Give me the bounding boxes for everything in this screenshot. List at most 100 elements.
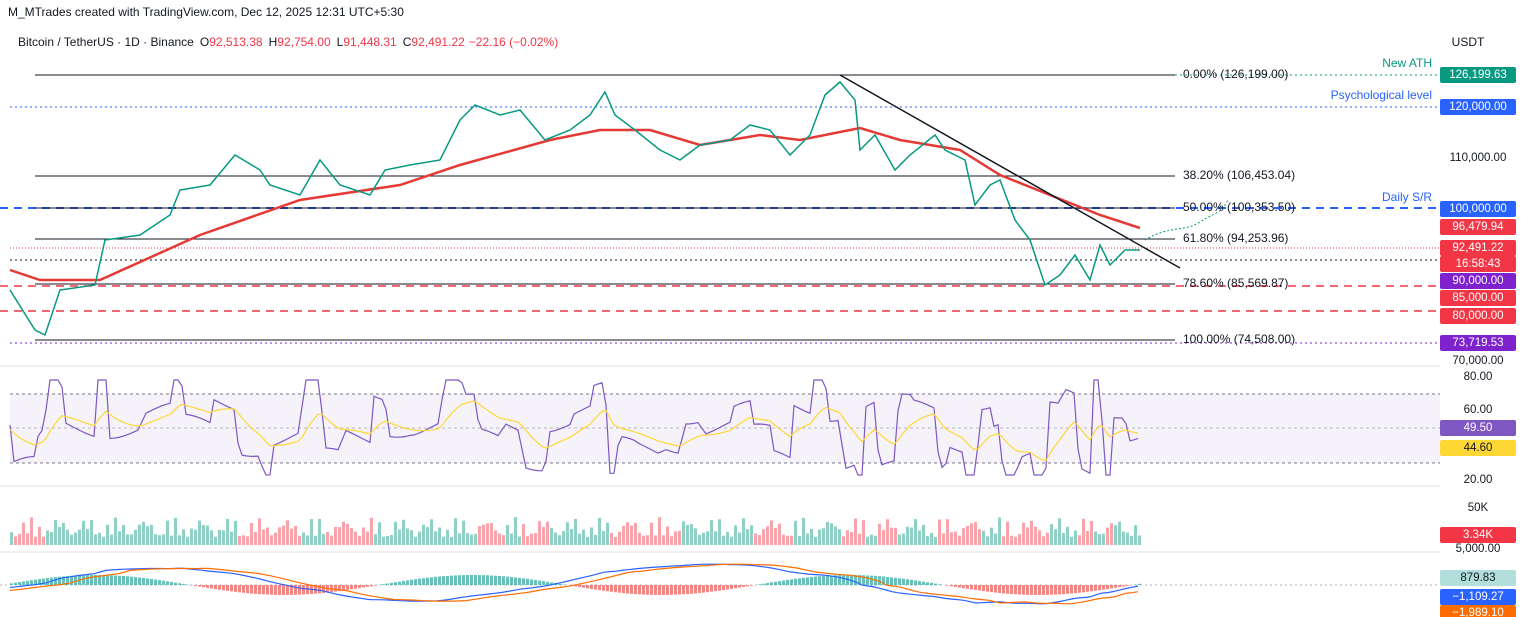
macd-bar xyxy=(714,585,717,592)
macd-bar xyxy=(298,585,301,595)
symbol: Bitcoin / TetherUS · 1D · Binance xyxy=(18,35,194,49)
macd-bar xyxy=(1002,585,1005,594)
volume-bar xyxy=(674,531,677,545)
macd-bar xyxy=(254,585,257,594)
volume-bar xyxy=(390,535,393,545)
volume-bar xyxy=(1134,525,1137,545)
macd-bar xyxy=(526,578,529,585)
axis-label-bg xyxy=(1440,527,1516,543)
macd-bar xyxy=(670,585,673,595)
macd-bar xyxy=(842,575,845,585)
volume-bar xyxy=(734,525,737,545)
volume-bar xyxy=(694,528,697,545)
macd-bar xyxy=(798,578,801,585)
macd-bar xyxy=(406,580,409,585)
volume-bar xyxy=(74,532,77,545)
volume-bar xyxy=(998,517,1001,545)
volume-bar xyxy=(62,523,65,545)
volume-bar xyxy=(866,536,869,545)
macd-bar xyxy=(770,582,773,585)
volume-bar xyxy=(178,535,181,545)
volume-bar xyxy=(1074,530,1077,545)
macd-bar xyxy=(666,585,669,595)
macd-bar xyxy=(182,583,185,585)
macd-bar xyxy=(234,585,237,592)
volume-bar xyxy=(582,529,585,545)
volume-bar xyxy=(1090,520,1093,545)
macd-bar xyxy=(454,575,457,585)
macd-bar xyxy=(998,585,1001,593)
macd-bar xyxy=(878,576,881,585)
axis-label-bg xyxy=(1440,67,1516,83)
volume-bar xyxy=(230,531,233,545)
macd-bar xyxy=(830,575,833,585)
volume-bar xyxy=(714,531,717,545)
macd-bar xyxy=(246,585,249,594)
macd-bar xyxy=(466,575,469,585)
axis-label: −1,989.10 xyxy=(1452,607,1503,617)
axis-label: 3.34K xyxy=(1463,529,1493,541)
macd-bar xyxy=(674,585,677,595)
volume-bar xyxy=(1102,533,1105,545)
macd-bar xyxy=(638,585,641,595)
volume-bar xyxy=(546,521,549,545)
volume-bar xyxy=(98,532,101,545)
macd-bar xyxy=(1022,585,1025,595)
macd-bar xyxy=(1070,585,1073,594)
macd-bar xyxy=(418,578,421,585)
volume-bar xyxy=(1050,524,1053,545)
volume-bar xyxy=(718,519,721,545)
macd-bar xyxy=(1090,585,1093,592)
macd-bar xyxy=(854,575,857,585)
axis-label-bg xyxy=(1440,420,1516,436)
volume-bar xyxy=(198,520,201,545)
axis-label-bg xyxy=(1440,570,1516,586)
volume-bar xyxy=(766,526,769,545)
macd-bar xyxy=(662,585,665,595)
volume-bar xyxy=(642,535,645,545)
volume-bar xyxy=(446,529,449,545)
macd-bar xyxy=(702,585,705,593)
volume-bar xyxy=(754,533,757,545)
macd-bar xyxy=(350,585,353,590)
volume-bar xyxy=(458,533,461,545)
volume-bar xyxy=(86,529,89,545)
macd-bar xyxy=(478,575,481,585)
volume-bar xyxy=(454,518,457,545)
macd-bar xyxy=(278,585,281,595)
macd-bar xyxy=(818,576,821,585)
macd-bar xyxy=(106,575,109,585)
macd-bar xyxy=(734,585,737,589)
macd-bar xyxy=(458,575,461,585)
volume-bar xyxy=(266,527,269,545)
volume-bar xyxy=(830,523,833,545)
macd-bar xyxy=(694,585,697,594)
macd-bar xyxy=(150,579,153,585)
volume-bar xyxy=(118,531,121,545)
volume-bar xyxy=(982,530,985,545)
macd-bar xyxy=(90,575,93,585)
axis-label: 60.00 xyxy=(1464,404,1493,416)
macd-bar xyxy=(930,582,933,585)
volume-bar xyxy=(30,517,33,545)
volume-bar xyxy=(214,536,217,545)
rsi-line xyxy=(9,379,1139,476)
macd-bar xyxy=(102,575,105,585)
ohlc-key: O xyxy=(200,35,209,49)
axis-label: 5,000.00 xyxy=(1456,543,1501,555)
macd-bar xyxy=(214,585,217,590)
volume-bar xyxy=(702,532,705,545)
annotation: Psychological level xyxy=(1331,88,1432,102)
macd-bar xyxy=(1102,585,1105,590)
ohlc-value: 92,513.38 xyxy=(209,35,263,49)
macd-bar xyxy=(382,584,385,585)
volume-bar xyxy=(482,524,485,545)
macd-bar xyxy=(538,580,541,585)
volume-bar xyxy=(470,534,473,545)
macd-bar xyxy=(290,585,293,595)
volume-bar xyxy=(918,530,921,545)
macd-bar xyxy=(238,585,241,593)
price-path xyxy=(9,80,1140,337)
volume-bar xyxy=(90,520,93,545)
macd-bar xyxy=(434,576,437,585)
